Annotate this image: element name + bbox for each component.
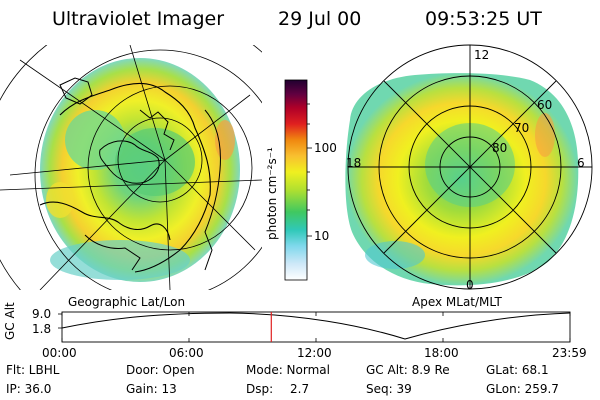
timeline-ytick-high: 9.0 [32,307,52,321]
gc-alt-value: GC Alt: 8.9 Re [366,363,450,377]
apex-caption: Apex MLat/MLT [412,295,502,309]
gain-value: Gain: 13 [126,382,177,396]
mlt-label-18: 18 [346,156,362,170]
timeline-ytick-low: 1.8 [32,322,52,336]
dsp-value: 2.7 [290,382,310,396]
glat-value: GLat: 68.1 [486,363,549,377]
seq-value: Seq: 39 [366,382,412,396]
timeline-xtick-2359: 23:59 [552,346,587,360]
altitude-curve [61,312,571,340]
timeline-xtick-1200: 12:00 [297,346,332,360]
geographic-image [0,45,262,290]
dsp-label: Dsp: [246,382,274,396]
instrument-title: Ultraviolet Imager [52,8,225,30]
colorbar-tick-100: 100 [314,141,337,155]
colorbar [284,79,308,281]
mlat-label-80: 80 [492,141,508,155]
mlat-mlt-image [345,44,593,290]
ip-value: IP: 36.0 [6,382,52,396]
timeline-ylabel: GC Alt [3,302,17,340]
mlat-label-60: 60 [537,98,553,112]
glon-value: GLon: 259.7 [486,382,559,396]
colorbar-tick-10: 10 [314,229,330,243]
mlt-label-12: 12 [474,48,490,62]
geographic-caption: Geographic Lat/Lon [68,295,186,309]
timeline-xtick-1800: 18:00 [424,346,459,360]
timeline-xtick-0600: 06:00 [169,346,204,360]
mlat-label-70: 70 [514,121,530,135]
mlt-label-0: 0 [466,278,474,292]
time-label: 09:53:25 UT [425,8,542,30]
mlt-label-6: 6 [577,156,585,170]
filter-value: Flt: LBHL [6,363,60,377]
mode-value: Mode: Normal [246,363,330,377]
colorbar-unit-label: photon cm⁻²s⁻¹ [265,147,279,240]
timeline-xtick-0000: 00:00 [42,346,77,360]
door-value: Door: Open [126,363,195,377]
date-label: 29 Jul 00 [278,8,362,30]
